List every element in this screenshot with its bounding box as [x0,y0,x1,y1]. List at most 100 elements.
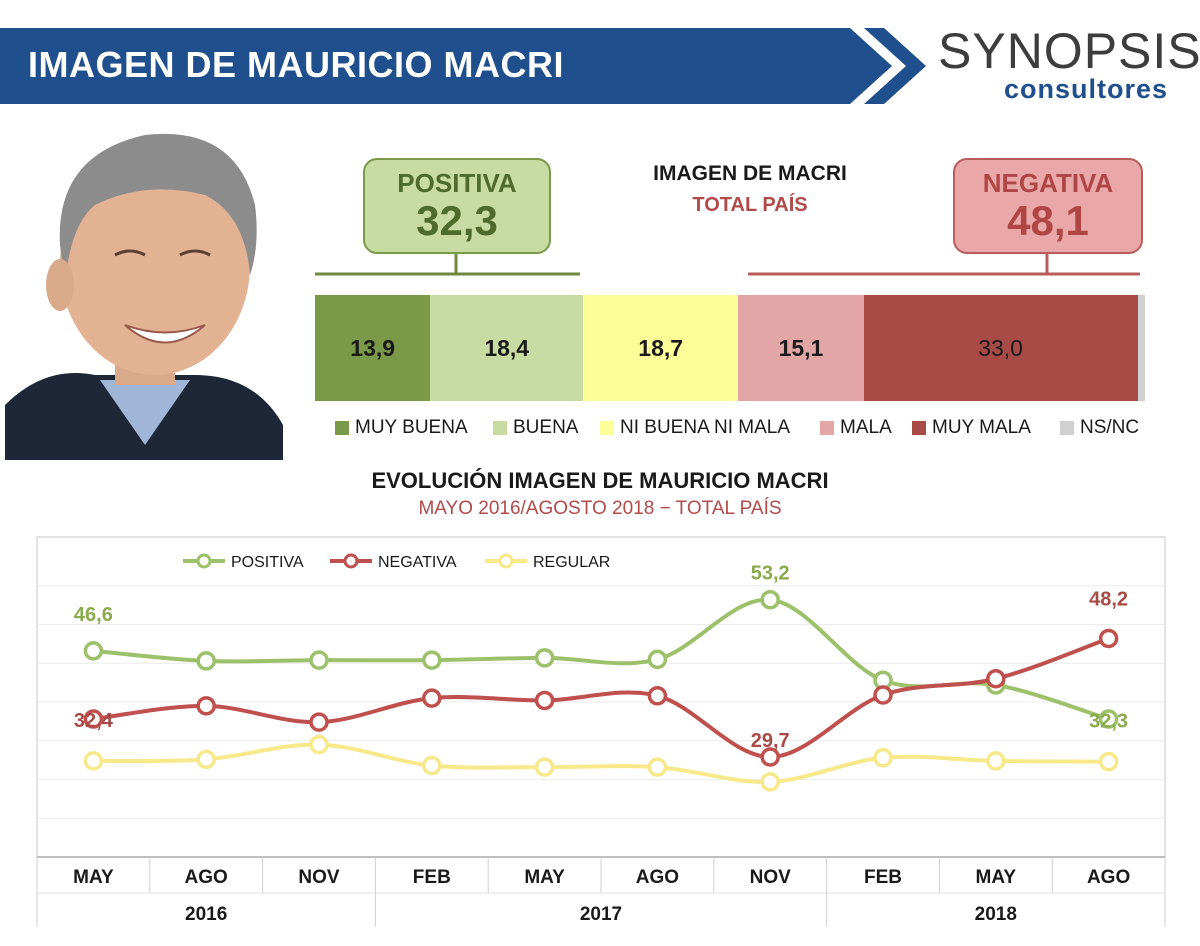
point-negativa [83,709,104,729]
legend-label: NI BUENA NI MALA [620,417,790,438]
legend-item-buena: BUENA [493,417,578,439]
point-negativa [760,747,780,767]
legend-item-muy-buena: MUY BUENA [335,417,468,439]
data-label: 29,7 [751,730,790,752]
logo-consultores: consultores [1004,74,1169,104]
bar-segment-buena: 18,4 [430,295,584,401]
point-negativa [873,685,893,705]
chart-subtitle: MAYO 2016/AGOSTO 2018 − TOTAL PAÍS [418,498,782,519]
legend-swatch [912,421,926,435]
data-label: 53,2 [751,563,790,585]
x-tick-label: NOV [750,867,792,888]
point-regular [534,757,555,777]
header-banner [0,28,926,104]
point-positiva [83,641,104,661]
bar-segment-value: 13,9 [350,334,396,361]
point-regular [760,772,780,792]
bar-segment-value: 33,0 [978,334,1023,361]
point-regular [986,751,1006,771]
point-positiva [534,648,555,668]
legend-swatch [1060,421,1074,435]
point-negativa [309,712,329,732]
legend-item-mala: MALA [820,417,892,439]
legend-label: BUENA [513,417,579,438]
x-tick-label: MAY [524,867,565,888]
point-regular [309,734,329,755]
logo-synopsis: SYNOPSIS [938,23,1200,79]
positive-label: POSITIVA [397,168,517,198]
legend-swatch [600,421,614,435]
plot-frame [36,536,1166,858]
x-tick-label: AGO [1087,867,1130,888]
legend-swatch [335,421,349,435]
legend-label: MUY MALA [932,417,1031,438]
bar-segment-value: 18,7 [638,334,684,361]
x-year-label: 2017 [580,904,622,925]
legend-label: NS/NC [1080,417,1140,438]
legend-marker-negativa [343,553,359,569]
negative-value: 48,1 [1007,197,1089,244]
x-tick-label: AGO [185,867,228,888]
positive-summary-box: POSITIVA 32,3 [363,158,551,254]
series-line-negativa [93,636,1110,760]
point-negativa [986,669,1006,689]
bar-segment-ni-buena-ni-mala: 18,7 [583,295,739,401]
point-positiva [309,650,329,670]
point-positiva [760,589,780,610]
negative-summary-box: NEGATIVA 48,1 [953,158,1143,254]
bar-segment-value: 18,4 [484,334,530,361]
bar-segment-value: 15,1 [778,334,824,361]
summary-subtitle: TOTAL PAÍS [692,194,808,216]
x-tick-label: MAY [976,867,1017,888]
portrait-photo [5,125,283,460]
data-label: 48,2 [1089,588,1128,610]
positive-value: 32,3 [416,197,498,244]
bar-segment-mala: 15,1 [738,295,864,401]
negative-label: NEGATIVA [982,168,1114,198]
chart-title: EVOLUCIÓN IMAGEN DE MAURICIO MACRI [371,468,829,493]
legend-label-regular: REGULAR [533,554,610,571]
point-regular [873,748,893,768]
legend-item-ns-nc: NS/NC [1060,417,1139,439]
bar-segment-muy-buena: 13,9 [315,295,431,401]
x-tick-label: NOV [298,867,340,888]
legend-item-muy-mala: MUY MALA [912,417,1031,439]
x-year-label: 2016 [185,904,227,925]
data-label: 32,4 [74,710,114,732]
legend-label-positiva: POSITIVA [231,554,304,571]
point-positiva [422,650,442,670]
x-tick-label: MAY [73,867,114,888]
point-negativa [647,686,668,706]
bar-segment-muy-mala: 33,0 [863,295,1138,401]
legend-label: MUY BUENA [355,417,468,438]
legend-swatch [493,421,507,435]
x-tick-label: FEB [413,867,451,888]
point-negativa [1098,628,1119,649]
legend-label-negativa: NEGATIVA [378,554,457,571]
x-tick-label: AGO [636,867,679,888]
point-positiva [1098,709,1119,729]
legend-item-ni-buena-ni-mala: NI BUENA NI MALA [600,417,790,439]
point-regular [1098,751,1119,772]
series-line-regular [93,742,1109,784]
legend-swatch [820,421,834,435]
page-title: IMAGEN DE MAURICIO MACRI [28,44,564,85]
data-label: 32,3 [1089,711,1128,733]
legend-marker-regular [498,553,514,569]
point-regular [647,757,668,777]
data-label: 46,6 [74,604,113,626]
x-tick-label: FEB [864,867,902,888]
point-regular [422,755,442,776]
point-regular [83,751,104,771]
point-regular [196,749,216,770]
point-positiva [196,651,216,671]
legend-label: MALA [840,417,892,438]
summary-title: IMAGEN DE MACRI [653,162,847,185]
legend-marker-positiva [196,553,212,569]
bar-segment-ns-nc [1137,295,1145,401]
point-negativa [422,688,442,708]
line-chart: MAY AGO NOV FEB MAY AGO NOV FEB MAY AGO 2016 2017 20… [36,536,1166,927]
x-year-label: 2018 [975,904,1017,925]
summary-connectors [315,254,1140,276]
point-negativa [534,690,555,711]
